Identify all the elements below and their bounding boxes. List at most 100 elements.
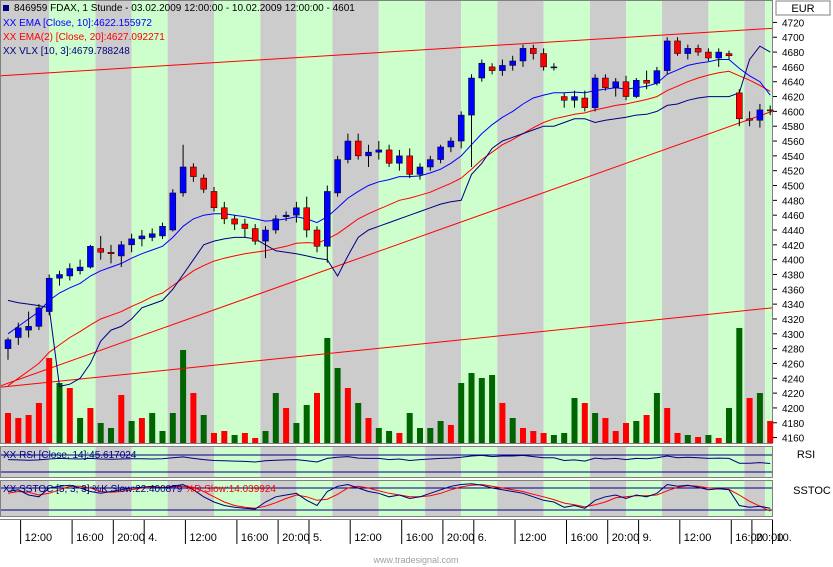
price-tick-label: 4540 (782, 152, 805, 163)
price-tick-label: 4220 (782, 389, 805, 400)
price-tick-label: 4200 (782, 404, 805, 415)
volume-bar (705, 435, 712, 443)
trendline (0, 110, 773, 387)
ema20-legend: XX EMA(2) [Close, 20]:4627.092271 (3, 32, 165, 43)
candle-body (159, 226, 166, 237)
time-tick-label: 20:00 (447, 532, 475, 544)
candle-body (447, 140, 455, 148)
candle-body (540, 53, 547, 68)
candle-body (262, 229, 269, 242)
volume-bar (46, 358, 53, 443)
volume-bar (314, 393, 320, 443)
candle-body (128, 238, 135, 246)
volume-bar (571, 398, 578, 443)
volume-bar (35, 403, 42, 443)
time-tick-label: 16:00 (241, 532, 269, 544)
candle-body (385, 149, 393, 164)
candle-body (148, 233, 156, 238)
candle-body (416, 166, 424, 175)
volume-bar (561, 433, 568, 443)
volume-bar (375, 428, 382, 443)
trendline (0, 307, 773, 388)
volume-bar (509, 418, 516, 443)
candle-body (45, 277, 53, 312)
rsi-panel (1, 454, 772, 473)
candle-body (550, 66, 558, 69)
symbol-marker-icon (3, 5, 9, 11)
price-tick-label: 4360 (782, 285, 805, 296)
candle-body (581, 97, 589, 108)
candle-body (736, 92, 743, 120)
price-tick-label: 4160 (782, 434, 805, 445)
volume-bar (293, 423, 300, 443)
time-tick-label: 20:00 (117, 532, 145, 544)
candle-body (375, 149, 383, 153)
price-tick-label: 4500 (782, 182, 805, 193)
candle-body (499, 65, 506, 71)
price-tick-label: 4260 (782, 359, 805, 370)
volume-bar (664, 408, 671, 443)
rsi-legend: XX RSI [Close, 14]:45.617024 (3, 450, 137, 461)
time-tick-label: 5. (313, 532, 322, 544)
volume-bar (417, 428, 423, 443)
volume-bar (15, 418, 22, 443)
candle-body (107, 251, 115, 254)
ema20-line (7, 70, 771, 387)
volume-bar (169, 413, 176, 443)
volume-bar (530, 431, 537, 443)
volume-bar (581, 403, 588, 443)
time-tick-label: 16:00 (76, 532, 104, 544)
candle-body (509, 60, 516, 66)
candle-body (282, 214, 290, 217)
volume-bar (211, 433, 217, 443)
candle-body (97, 248, 104, 253)
candle-body (241, 223, 249, 229)
volume-bar (550, 435, 557, 443)
candle-body (663, 40, 671, 71)
vlx-line (7, 45, 771, 388)
price-tick-label: 4640 (782, 78, 805, 89)
volume-bar (344, 388, 351, 443)
candle-body (633, 79, 640, 97)
volume-bar (684, 435, 691, 443)
candle-body (365, 151, 372, 157)
ema10-legend: XX EMA [Close, 10]:4622.155972 (3, 18, 152, 29)
sstoc-panel-frame (0, 480, 773, 517)
volume-bar (602, 418, 609, 443)
volume-bar (767, 421, 774, 443)
candle-body (715, 51, 722, 59)
time-tick-label: 12:00 (684, 532, 712, 544)
vlx-legend: XX VLX [10, 3]:4679.788248 (3, 46, 130, 57)
trendlines (0, 27, 773, 388)
price-tick-label: 4700 (782, 33, 805, 44)
volume-bar (303, 405, 310, 443)
volume-bar (715, 438, 722, 443)
candle-body (756, 109, 764, 121)
price-tick-label: 4600 (782, 107, 805, 118)
time-tick-label: 20:00 (756, 532, 784, 544)
time-tick-label: 16:00 (571, 532, 599, 544)
candle-body (457, 114, 465, 142)
volume-bars (5, 328, 774, 443)
candle-body (674, 40, 681, 54)
volume-bar (355, 403, 362, 443)
volume-bar (458, 383, 465, 443)
volume-bar (736, 328, 743, 443)
time-tick-label: 12:00 (25, 532, 53, 544)
price-tick-label: 4680 (782, 48, 805, 59)
candle-body (25, 326, 32, 331)
volume-bar (200, 415, 207, 443)
candle-body (313, 229, 321, 247)
volume-bar (623, 423, 629, 443)
candle-body (746, 118, 753, 121)
time-tick-label: 6. (478, 532, 487, 544)
candle-body (118, 244, 125, 257)
volume-bar (128, 421, 135, 443)
volume-bar (406, 413, 413, 443)
volume-bar (520, 428, 526, 443)
main-panel-frame (0, 0, 773, 444)
candle-body (406, 155, 413, 175)
candle-body (190, 166, 197, 177)
candle-body (602, 77, 609, 88)
